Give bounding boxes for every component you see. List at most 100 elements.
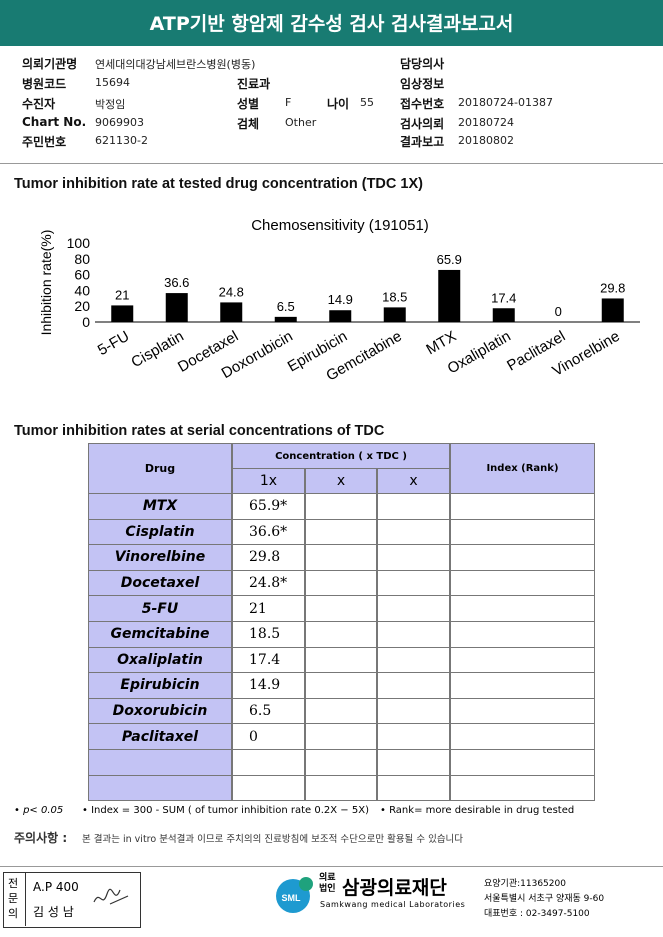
role-box bbox=[3, 872, 26, 926]
empty-cell bbox=[450, 595, 595, 622]
empty-cell bbox=[377, 493, 450, 520]
doctor: 김 성 남 bbox=[33, 905, 74, 919]
chart-title: Chemosensitivity (191051) bbox=[251, 217, 429, 234]
drug-cell bbox=[88, 774, 232, 802]
info-value: 20180802 bbox=[458, 134, 514, 147]
info-label: 성별 bbox=[237, 97, 260, 111]
x-tick-label: 5-FU bbox=[95, 328, 132, 359]
org-address: 서울특별시 서초구 양재동 9-60 bbox=[484, 894, 605, 904]
table-header: Index (Rank) bbox=[450, 443, 595, 494]
drug-cell: Epirubicin bbox=[88, 672, 232, 699]
drug-cell bbox=[88, 749, 232, 776]
license: A.P 400 bbox=[33, 880, 79, 894]
role: 전문의 bbox=[8, 877, 19, 920]
value-label: 21 bbox=[115, 287, 129, 302]
drug-cell: Vinorelbine bbox=[88, 544, 232, 571]
info-value: 20180724-01387 bbox=[458, 96, 553, 109]
info-label: 담당의사 bbox=[400, 57, 445, 71]
empty-cell bbox=[377, 774, 450, 802]
value-cell: 21 bbox=[232, 595, 305, 622]
bar bbox=[492, 308, 515, 322]
footnote: • Index = 300 - SUM ( of tumor inhibitio… bbox=[82, 805, 369, 816]
info-label: 수진자 bbox=[22, 97, 56, 111]
footnote-text: Rank= more desirable in drug tested bbox=[389, 805, 575, 816]
y-tick-label: 0 bbox=[82, 314, 90, 330]
info-label: 병원코드 bbox=[22, 77, 67, 91]
bar bbox=[220, 302, 243, 322]
value-label: 18.5 bbox=[382, 289, 407, 304]
bar bbox=[165, 293, 188, 322]
chart: Chemosensitivity (191051) Inhibition rate… bbox=[38, 217, 640, 385]
drug-cell: Cisplatin bbox=[88, 518, 232, 546]
section-title: Tumor inhibition rate at tested drug con… bbox=[14, 176, 423, 192]
empty-cell bbox=[305, 646, 377, 674]
y-axis-label: Inhibition rate(%) bbox=[38, 230, 54, 336]
empty-cell bbox=[305, 493, 377, 520]
empty-cell bbox=[305, 518, 377, 546]
drug-cell: Gemcitabine bbox=[88, 621, 232, 648]
bar bbox=[601, 298, 624, 322]
empty-cell bbox=[450, 646, 595, 674]
y-tick-label: 60 bbox=[74, 267, 90, 283]
value-label: 0 bbox=[555, 304, 562, 319]
table-header: 1x bbox=[232, 468, 305, 494]
value-cell: 24.8* bbox=[232, 569, 305, 597]
bar bbox=[383, 307, 406, 322]
empty-cell bbox=[305, 697, 377, 725]
empty-cell bbox=[305, 621, 377, 648]
empty-cell bbox=[450, 621, 595, 648]
org-code: 요양기관:11365200 bbox=[484, 879, 566, 889]
info-value: 9069903 bbox=[95, 116, 144, 129]
info-value: F bbox=[285, 96, 292, 109]
report-title: ATP기반 항암제 감수성 검사 검사결과보고서 bbox=[149, 13, 514, 35]
x-tick-label: MTX bbox=[423, 328, 459, 359]
empty-cell bbox=[450, 544, 595, 571]
value-label: 24.8 bbox=[219, 284, 244, 299]
empty-cell bbox=[450, 569, 595, 597]
info-value: Other bbox=[285, 116, 317, 129]
info-label: 주민번호 bbox=[22, 135, 67, 149]
info-value: 연세대의대강남세브란스병원(병동) bbox=[95, 58, 256, 71]
value-label: 36.6 bbox=[164, 275, 189, 290]
drug-cell: Oxaliplatin bbox=[88, 646, 232, 674]
table-header: Drug bbox=[88, 443, 232, 494]
empty-cell bbox=[377, 749, 450, 776]
empty-cell bbox=[450, 697, 595, 725]
empty-cell bbox=[377, 595, 450, 622]
bar bbox=[329, 310, 352, 322]
empty-cell bbox=[450, 774, 595, 802]
empty-cell bbox=[377, 621, 450, 648]
info-value: 55 bbox=[360, 96, 374, 109]
info-value: 20180724 bbox=[458, 116, 514, 129]
info-label: 검사의뢰 bbox=[400, 117, 445, 131]
org-phone: 대표번호 : 02-3497-5100 bbox=[484, 909, 590, 919]
value-cell: 65.9* bbox=[232, 493, 305, 520]
empty-cell bbox=[377, 518, 450, 546]
info-label: 결과보고 bbox=[400, 135, 445, 149]
footnote-text: Index = 300 - SUM ( of tumor inhibition … bbox=[91, 805, 369, 816]
bar bbox=[438, 269, 461, 322]
empty-cell bbox=[377, 697, 450, 725]
y-tick-label: 40 bbox=[74, 282, 90, 298]
drug-cell: MTX bbox=[88, 493, 232, 520]
drug-cell: Doxorubicin bbox=[88, 697, 232, 725]
bar bbox=[274, 316, 297, 322]
footnote: • p< 0.05 bbox=[14, 805, 64, 816]
empty-cell bbox=[377, 723, 450, 750]
drug-cell: 5-FU bbox=[88, 595, 232, 622]
org-type: 의료법인 bbox=[319, 873, 336, 894]
info-value: 박정임 bbox=[95, 98, 126, 111]
empty-cell bbox=[377, 672, 450, 699]
empty-cell bbox=[450, 749, 595, 776]
notice-label: 주의사항 : bbox=[14, 831, 68, 845]
org-name: 삼광의료재단 bbox=[342, 877, 447, 899]
notice-text: 본 결과는 in vitro 분석결과 이므로 주치의의 진료방침에 보조적 수… bbox=[82, 834, 464, 845]
table-header: x bbox=[377, 468, 450, 494]
value-cell: 18.5 bbox=[232, 621, 305, 648]
info-label: 접수번호 bbox=[400, 97, 445, 111]
value-cell: 29.8 bbox=[232, 544, 305, 571]
value-label: 14.9 bbox=[328, 292, 353, 307]
info-label: 임상정보 bbox=[400, 77, 445, 91]
empty-cell bbox=[450, 518, 595, 546]
empty-cell bbox=[377, 646, 450, 674]
